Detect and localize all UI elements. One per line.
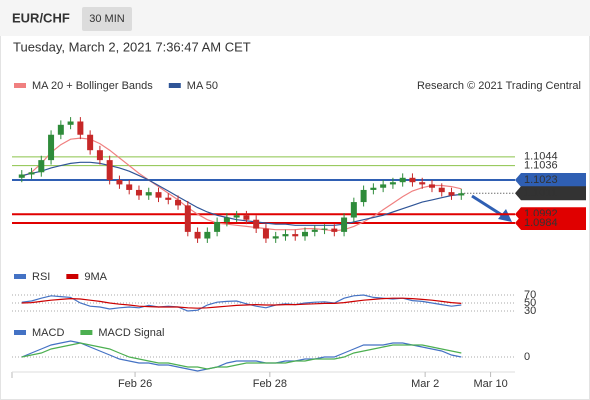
candle-body [360,189,367,203]
candle-body [67,121,74,125]
candle-body [87,134,94,151]
level-label-box [515,216,586,231]
series-line [21,342,462,370]
candle-body [350,202,357,218]
candle-body [48,134,55,161]
candle-body [155,192,162,198]
candle-body [106,160,113,180]
candle-body [292,234,299,237]
candle-body [262,228,269,239]
candle-body [302,231,309,237]
candle-body [38,160,45,173]
y-tick-label: 30 [524,305,536,317]
level-label: 1.1036 [524,160,558,172]
x-tick-label: Mar 2 [411,378,439,390]
y-tick-label: 70 [524,289,536,301]
candle-body [341,217,348,232]
candle-body [331,228,338,232]
symbol: EUR/CHF [12,10,70,25]
legend-swatch [14,83,26,88]
candle-body [233,215,240,218]
candle-body [175,199,182,206]
candle-body [223,217,230,222]
candle-body [311,229,318,232]
candle-body [57,124,64,135]
candle-body [135,189,142,196]
candle-body [409,177,416,183]
candle-body [126,184,133,190]
candle-body [370,187,377,190]
candle-body [18,174,25,178]
legend-label: MACD Signal [98,327,164,339]
candle-body [165,197,172,200]
candle-body [458,193,465,196]
legend-swatch [66,274,79,279]
candle-body [321,228,328,230]
legend-swatch [168,83,181,88]
series-line [21,340,462,372]
candle-body [380,184,387,188]
candle-body [389,182,396,185]
candle-body [399,177,406,183]
level-label-box [515,173,586,187]
candle-body [204,231,211,239]
candle-body [214,221,221,232]
forecast-arrowhead [498,209,512,222]
candle-body [448,192,455,196]
candle-body [243,215,250,220]
series-line [21,161,462,226]
timestamp: Tuesday, March 2, 2021 7:36:47 AM CET [13,39,251,54]
legend-label: RSI [32,271,50,283]
legend-label: 9MA [84,271,107,283]
y-tick-label: 0 [524,351,530,363]
x-tick-label: Feb 26 [118,378,152,390]
candle-body [253,219,260,229]
legend-label: MA 50 [187,80,218,92]
level-label: 1.1023 [524,174,558,186]
candle-body [28,172,35,175]
y-tick-label: 50 [524,297,536,309]
candle-body [428,184,435,188]
x-tick-label: Mar 10 [473,378,507,390]
legend-swatch [80,330,93,335]
candle-body [145,192,152,196]
level-label-box [515,186,586,201]
level-label: 1.1044 [524,151,558,163]
source-note: Research © 2021 Trading Central [417,80,581,92]
x-tick-label: Feb 28 [253,378,287,390]
interval-label[interactable]: 30 MIN [89,13,125,25]
level-label: 1.1011 [524,187,557,199]
series-line [21,297,462,309]
interval-button[interactable] [82,7,132,31]
series-line [21,137,462,232]
candle-body [96,150,103,161]
legend-label: MACD [32,327,64,339]
candle-body [184,205,191,232]
candle-body [194,231,201,239]
candle-body [77,121,84,135]
candle-body [419,182,426,185]
candle-body [282,234,289,237]
legend-swatch [14,330,26,335]
legend-label: MA 20 + Bollinger Bands [32,80,153,92]
candle-body [272,236,279,239]
candle-body [116,180,123,185]
legend-swatch [14,274,26,279]
level-label: 1.0984 [524,217,558,229]
candle-body [438,187,445,193]
